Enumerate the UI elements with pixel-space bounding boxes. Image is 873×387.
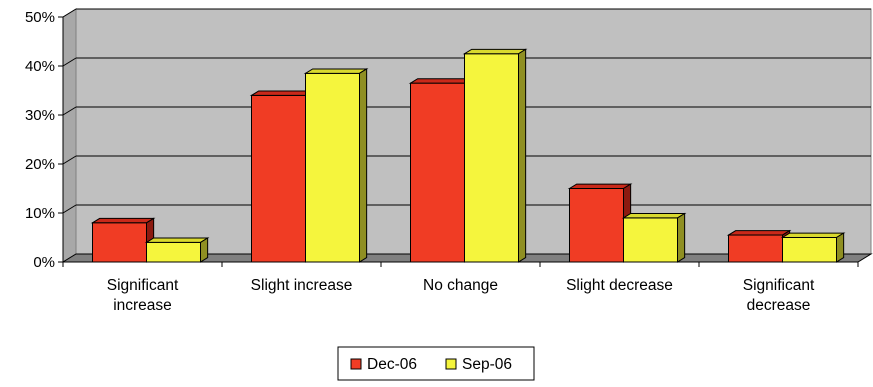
x-axis-labels: Significant increase Slight increase No cha… <box>107 277 815 314</box>
y-tick-label: 30% <box>25 107 55 124</box>
gridline-side <box>62 57 77 67</box>
bar <box>408 77 474 263</box>
legend: Dec-06 Sep-06 <box>337 346 535 381</box>
legend-swatch <box>445 358 457 370</box>
legend-label: Sep-06 <box>462 356 512 373</box>
y-tick-label: 40% <box>25 58 55 75</box>
bar-top <box>621 213 687 219</box>
bar-front <box>305 72 360 263</box>
x-category-label: Significant decrease <box>743 277 815 314</box>
bar-front <box>623 217 678 263</box>
gridline-side <box>62 204 77 214</box>
bars <box>90 48 846 263</box>
x-category-label-line: Significant <box>107 277 179 294</box>
x-category-label: No change <box>423 277 498 294</box>
bar-front <box>251 94 306 263</box>
bar-front <box>410 82 465 263</box>
bar-front <box>782 237 837 263</box>
gridline-side <box>62 106 77 116</box>
bar-front <box>146 241 201 263</box>
gridline-side <box>62 8 77 18</box>
bar <box>90 217 156 263</box>
y-tick-label: 0% <box>33 254 55 271</box>
bar-front <box>464 53 519 263</box>
bar-front <box>92 222 147 263</box>
x-category-label: Slight increase <box>251 277 353 294</box>
x-category-label-line: increase <box>113 297 172 314</box>
bar <box>567 183 633 263</box>
bar-side <box>677 212 686 263</box>
x-category-label-line: Slight increase <box>251 277 353 294</box>
bar-side <box>359 68 368 263</box>
x-category-label-line: No change <box>423 277 498 294</box>
x-category-label-line: Slight decrease <box>566 277 673 294</box>
y-tick-label: 10% <box>25 205 55 222</box>
bar-side <box>200 237 209 263</box>
x-category-label-line: decrease <box>747 297 811 314</box>
legend-label: Dec-06 <box>367 356 417 373</box>
legend-swatch <box>350 358 362 370</box>
gridline-side <box>62 155 77 165</box>
x-category-label-line: Significant <box>743 277 815 294</box>
y-tick-label: 20% <box>25 156 55 173</box>
bar-top <box>780 232 846 238</box>
bar-top <box>249 90 315 96</box>
bar-side <box>836 232 845 263</box>
bar <box>726 229 792 263</box>
bar <box>780 232 846 263</box>
bar-top <box>567 183 633 189</box>
bar-front <box>569 188 624 263</box>
bar-side <box>518 48 527 263</box>
bar-top <box>408 78 474 84</box>
bar <box>462 48 528 263</box>
bar <box>144 237 210 263</box>
side-wall <box>62 8 77 263</box>
bar <box>621 212 687 263</box>
bar-top <box>90 217 156 224</box>
y-tick-label: 50% <box>25 9 55 26</box>
y-axis-ticks: 0% 10% 20% 30% 40% 50% <box>25 9 63 271</box>
legend-box <box>337 346 535 381</box>
bar-front <box>728 234 783 263</box>
x-category-label: Significant increase <box>107 277 179 314</box>
bar-top <box>726 230 792 236</box>
bar-top <box>144 237 210 243</box>
bar <box>249 90 315 263</box>
bar-top <box>303 68 369 74</box>
bar <box>303 68 369 263</box>
x-category-label: Slight decrease <box>566 277 673 294</box>
bar-top <box>462 48 528 55</box>
